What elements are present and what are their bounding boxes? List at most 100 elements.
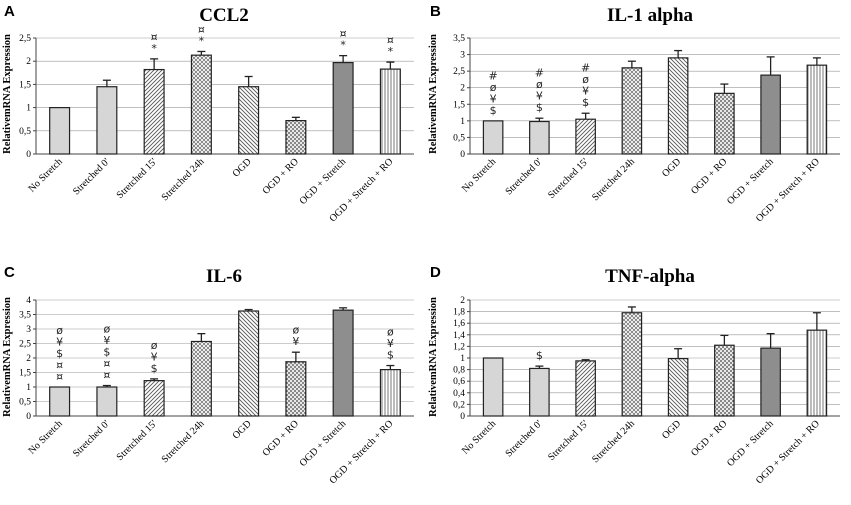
y-axis-label: RelativemRNA Expression [2,34,13,154]
y-tick-label: 1 [460,354,465,364]
y-tick-label: 0,2 [453,400,465,410]
x-tick-label: Stretched 0' [503,156,544,197]
y-tick-label: 1,5 [453,100,465,110]
bar [529,367,550,417]
bar [143,380,165,417]
y-tick-label: 4 [26,296,31,306]
x-tick-label: OGD + Stretch [298,156,349,207]
bar [482,357,504,417]
x-tick-label: OGD [660,156,683,179]
significance-marker: ø [536,78,543,91]
plot-area: 00,511,522,5No Stretch Stretched 0'¤*Stre… [19,23,414,224]
significance-marker: $ [490,104,497,117]
y-tick-label: 0,4 [453,389,465,399]
significance-marker: ¤ [56,359,63,372]
significance-marker: # [535,67,544,80]
significance-marker: ø [293,324,300,337]
y-tick-label: 1,4 [453,331,465,341]
significance-marker: * [199,34,205,47]
significance-marker: $ [387,349,394,362]
bar [667,57,689,155]
y-tick-label: 1 [460,117,465,127]
significance-marker: ¥ [490,92,497,105]
bar [529,120,550,155]
y-tick-label: 1 [26,104,31,114]
x-tick-label: Stretched 24h [590,156,637,203]
chart-title: IL-1 alpha [607,5,694,26]
bar [621,312,643,417]
panel-d: D TNF-alpha RelativemRNA Expression 0 0,2… [428,264,840,486]
significance-marker: ¤ [103,357,110,370]
y-tick-label: 0,5 [19,127,31,137]
significance-marker: $ [56,347,63,360]
x-tick-label: Stretched 15' [546,418,591,463]
panel-a: A CCL2 RelativemRNA Expression 0 0,5 1 1,5 2… [2,3,414,224]
y-tick-label: 2 [26,354,31,364]
bar [285,119,307,155]
bar [49,106,71,155]
y-tick-label: 1 [26,383,31,393]
significance-marker: * [340,39,346,52]
significance-marker: ¥ [151,350,158,363]
bar [190,340,212,417]
x-tick-label: No Stretch [460,156,498,194]
y-tick-label: 0 [26,150,31,160]
significance-marker: ¤ [103,369,110,382]
bar [379,369,401,417]
x-tick-label: Stretched 0' [71,418,112,459]
bar [96,386,118,417]
y-axis-label: RelativemRNA Expression [428,297,439,417]
plot-area: 0 0,20,4 0,60,8 1 1,21,4 1,61,8 2 No Stretch $ St… [453,296,840,486]
y-tick-label: 3 [26,325,31,335]
plot-area: 00,511,522,533,5#ø¥$No Stretch#ø¥$Stretc… [453,34,840,224]
bar [482,120,504,155]
significance-marker: * [388,45,394,58]
significance-marker: ø [387,326,394,339]
panel-letter: A [4,3,15,20]
y-tick-label: 2,5 [19,34,31,44]
significance-marker: ¤ [151,30,158,43]
significance-marker: ¤ [56,370,63,383]
y-tick-label: 0,8 [453,366,465,376]
bar [238,310,260,417]
bar [714,344,735,417]
bar [760,74,781,155]
y-tick-label: 2 [460,296,465,306]
bar [190,54,212,155]
x-tick-label: Stretched 0' [503,418,544,459]
panel-c: C IL-6 RelativemRNA Expression 0 0,5 1 1,5 2… [2,264,414,486]
significance-marker: ¤ [387,34,394,47]
bar [96,86,118,155]
x-tick-label: OGD + Stretch [725,418,776,469]
panel-letter: B [430,3,441,20]
y-tick-label: 0 [460,412,465,422]
y-tick-label: 3 [460,51,465,61]
bar [806,329,828,417]
x-tick-label: Stretched 24h [590,418,637,465]
significance-marker: # [581,62,590,75]
significance-marker: $ [151,362,158,375]
y-tick-label: 0,6 [453,377,465,387]
bar [667,357,689,417]
panel-letter: C [4,264,15,281]
bar [575,360,596,417]
significance-marker: ø [151,339,158,352]
y-tick-label: 1,6 [453,319,465,329]
chart-title: CCL2 [199,5,249,26]
y-axis-label: RelativemRNA Expression [428,34,439,154]
significance-marker: $ [536,349,543,362]
y-tick-label: 1,8 [453,308,465,318]
x-tick-label: Stretched 15' [546,156,591,201]
significance-marker: # [489,69,498,82]
bar [332,61,354,155]
x-tick-label: OGD + RO [689,418,729,458]
bar [49,386,71,417]
x-tick-label: OGD [660,418,683,441]
significance-marker: ø [104,323,111,336]
significance-marker: ¥ [582,85,589,98]
x-tick-label: OGD + RO [261,156,301,196]
y-tick-label: 0 [26,412,31,422]
y-tick-label: 1,2 [453,342,465,352]
y-tick-label: 2 [460,84,465,94]
